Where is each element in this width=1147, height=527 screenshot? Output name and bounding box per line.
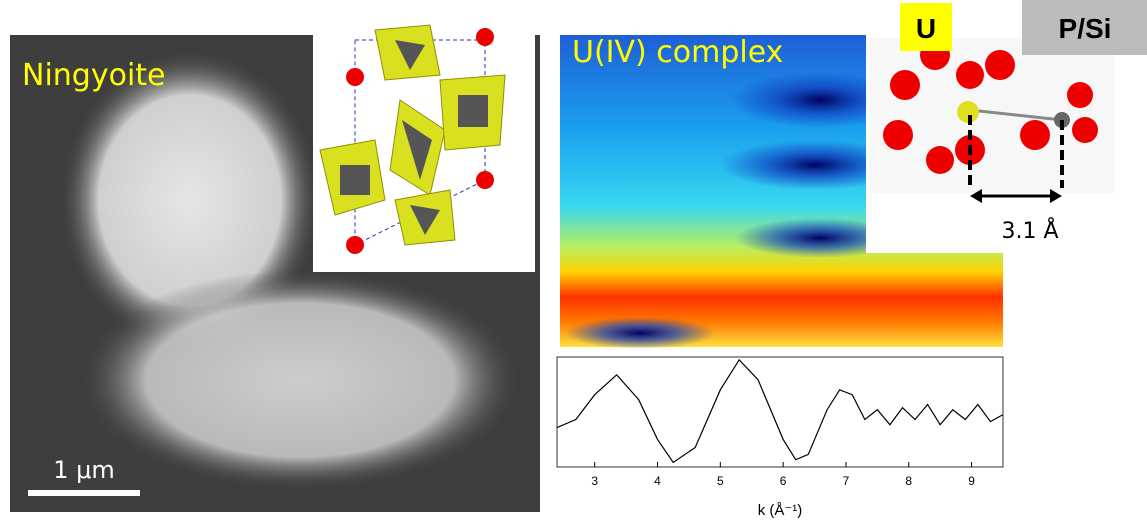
x-tick-label: 5	[717, 474, 724, 488]
scale-bar	[28, 490, 140, 496]
atom-label: P/Si	[1059, 13, 1112, 44]
crystal-structure	[313, 10, 535, 272]
atom-badge	[900, 3, 952, 51]
plot-frame	[556, 356, 1004, 468]
x-tick-label: 8	[905, 474, 912, 488]
x-axis-label: k (Å⁻¹)	[758, 502, 803, 519]
atom-label: U	[916, 13, 936, 44]
atom-badge	[1022, 0, 1147, 55]
particle	[80, 270, 520, 490]
panel-label: U(IV) complex	[572, 35, 783, 70]
scale-label: 1 μm	[53, 456, 115, 484]
x-tick-label: 6	[780, 474, 787, 488]
x-tick-label: 4	[654, 474, 661, 488]
panel-label: Ningyoite	[22, 58, 166, 93]
x-tick-label: 9	[968, 474, 975, 488]
x-tick-label: 3	[591, 474, 598, 488]
data-line	[556, 358, 1004, 464]
x-tick-label: 7	[843, 474, 850, 488]
distance-label: 3.1 Å	[1001, 217, 1058, 244]
coordination-structure	[870, 38, 1115, 203]
